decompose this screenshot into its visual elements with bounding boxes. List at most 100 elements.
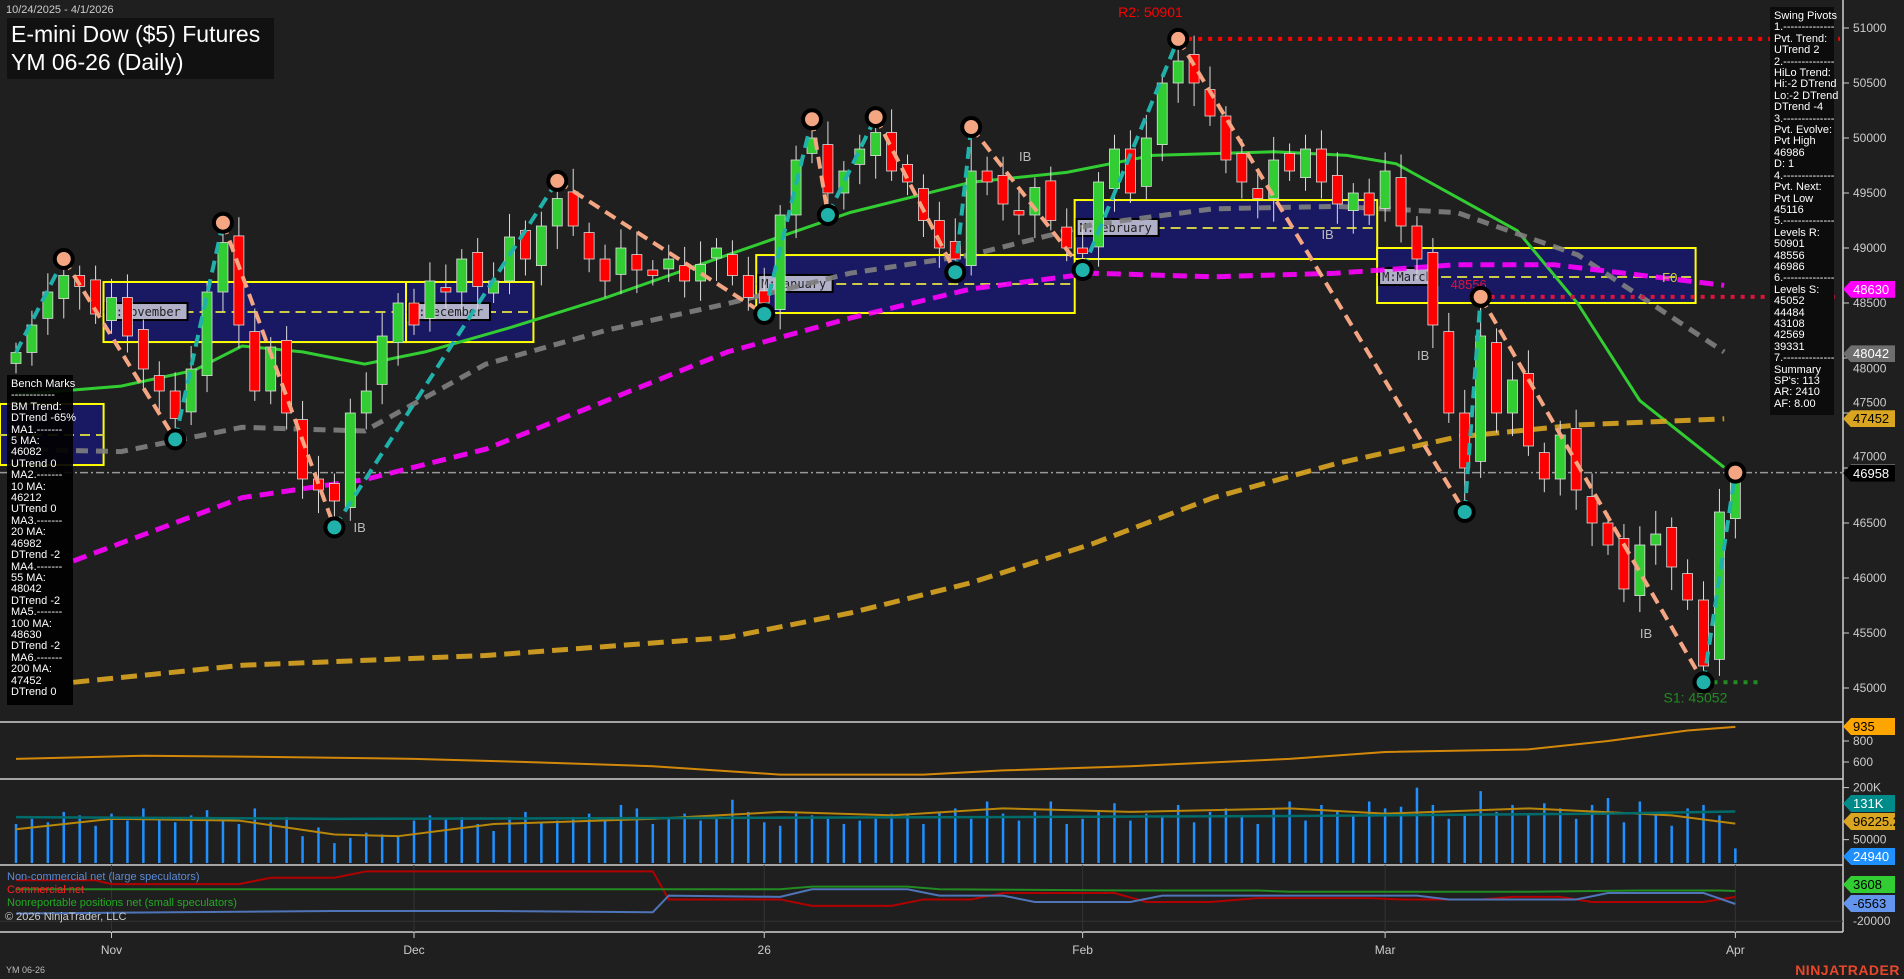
swing-low-marker [816, 204, 839, 226]
swing-pivots-line: 7.-------------- [1774, 352, 1835, 365]
candle-down [1523, 372, 1534, 447]
swing-leg-up [1701, 472, 1738, 683]
swing-low-marker [1692, 671, 1715, 694]
candle-up [1156, 82, 1168, 145]
time-label: Apr [1726, 943, 1745, 957]
candle-up [1347, 192, 1359, 212]
candle-down [440, 287, 452, 293]
swing-low-marker [1071, 259, 1094, 281]
swing-leg-down [810, 118, 830, 216]
candle-up [1140, 137, 1152, 187]
swing-pivots-line: 45116 [1774, 203, 1804, 216]
price-tick-label: 51000 [1853, 21, 1887, 35]
bench-marks-line: 200 MA: [11, 663, 52, 676]
price-tick-label: 45500 [1853, 626, 1887, 640]
swing-pivots-line: 5.-------------- [1774, 215, 1835, 228]
zone-label: M:November [109, 305, 181, 319]
candle-up [456, 258, 468, 293]
candle-up [376, 335, 388, 385]
candle-up [360, 390, 372, 414]
cot-nonreportable-line [16, 885, 1736, 893]
candle-up [1379, 170, 1391, 209]
swing-pivots-line: D: 1 [1774, 158, 1795, 171]
candle-down [1682, 573, 1693, 601]
candle-up [695, 264, 706, 282]
swing-pivots-line: 50901 [1774, 238, 1805, 251]
candle-down [122, 297, 133, 337]
candle-up [344, 412, 356, 508]
volume-value-tag: 96225.24 [1843, 813, 1895, 830]
cot-value-tag: -6563 [1843, 895, 1895, 912]
swing-pivots-line: Pvt High [1774, 135, 1816, 148]
bench-marks-line: 55 MA: [11, 571, 46, 584]
swing-leg-down [62, 257, 177, 441]
candle-down [1220, 115, 1232, 161]
candle-down [1618, 538, 1630, 590]
volume-value-tag: 24940 [1843, 848, 1895, 865]
candle-down [1586, 496, 1598, 524]
price-tick-label: 50500 [1853, 76, 1887, 90]
swing-leg-down [873, 116, 958, 274]
price-tag: 46958 [1843, 464, 1895, 482]
candle-up [615, 247, 627, 275]
volume-tick-label: 200K [1853, 781, 1881, 795]
swing-low-marker [944, 261, 967, 284]
swing-leg-down [221, 222, 337, 529]
candle-down [1363, 192, 1375, 216]
cot-value-tag: 3608 [1843, 876, 1895, 893]
swing-leg-down [556, 179, 766, 316]
candle-down [822, 144, 834, 194]
indicator-tick-label: 600 [1853, 755, 1873, 769]
swing-high-marker [864, 106, 887, 129]
volume-tick-label: 50000 [1853, 833, 1887, 847]
candle-down [727, 254, 738, 276]
time-label: Dec [403, 943, 424, 957]
candle-down [567, 191, 579, 227]
candle-up [58, 275, 70, 300]
legend-nonreportable: Nonreportable positions net (small specu… [7, 897, 237, 909]
chart-annotation: IB [354, 520, 366, 535]
zone-label: M:March [1382, 270, 1433, 284]
swing-high-marker [960, 116, 983, 138]
swing-pivots-line: Pvt. Evolve: [1774, 124, 1833, 137]
candle-up [10, 352, 22, 364]
candle-up [663, 258, 675, 270]
indicator-tick-label: 800 [1853, 734, 1873, 748]
candle-up [1300, 148, 1311, 179]
swing-pivots-line: Levels R: [1774, 226, 1820, 239]
candle-down [949, 240, 961, 260]
cot-noncommercial-line [15, 888, 1736, 915]
candle-down [1188, 54, 1200, 84]
bench-marks-line: ------------ [11, 389, 55, 402]
swing-pivots-line: HiLo Trend: [1774, 67, 1831, 80]
moving-average-20ma [15, 150, 1726, 469]
candle-down [631, 254, 643, 271]
swing-leg-up [1080, 38, 1181, 271]
candle-down [583, 232, 595, 260]
candle-up [774, 214, 786, 310]
price-tick-label: 50000 [1853, 131, 1887, 145]
bench-marks-line: 48630 [11, 628, 42, 641]
candle-up [1475, 335, 1487, 462]
time-label: Feb [1072, 943, 1093, 957]
swing-pivots-line: 1.-------------- [1774, 21, 1835, 34]
candle-up [1172, 60, 1184, 84]
swing-leg-up [14, 258, 66, 354]
swing-pivots-line: Pvt Low [1774, 192, 1814, 205]
candle-down [249, 331, 261, 392]
candle-down [153, 375, 165, 392]
candle-up [870, 132, 882, 157]
swing-pivots-line: 46986 [1774, 146, 1805, 159]
candle-up [711, 247, 722, 259]
moving-average-55ma [15, 203, 1726, 455]
bench-marks-line: 47452 [11, 674, 42, 687]
candle-up [1268, 159, 1280, 199]
swing-high-marker [801, 108, 823, 131]
candle-down [1252, 188, 1264, 199]
swing-high-marker [1469, 285, 1492, 308]
swing-leg-down [969, 125, 1085, 272]
swing-pivots-line: Pvt. Next: [1774, 181, 1822, 194]
swing-pivots-line: Levels S: [1774, 283, 1820, 296]
bench-marks-line: DTrend -2 [11, 640, 61, 653]
